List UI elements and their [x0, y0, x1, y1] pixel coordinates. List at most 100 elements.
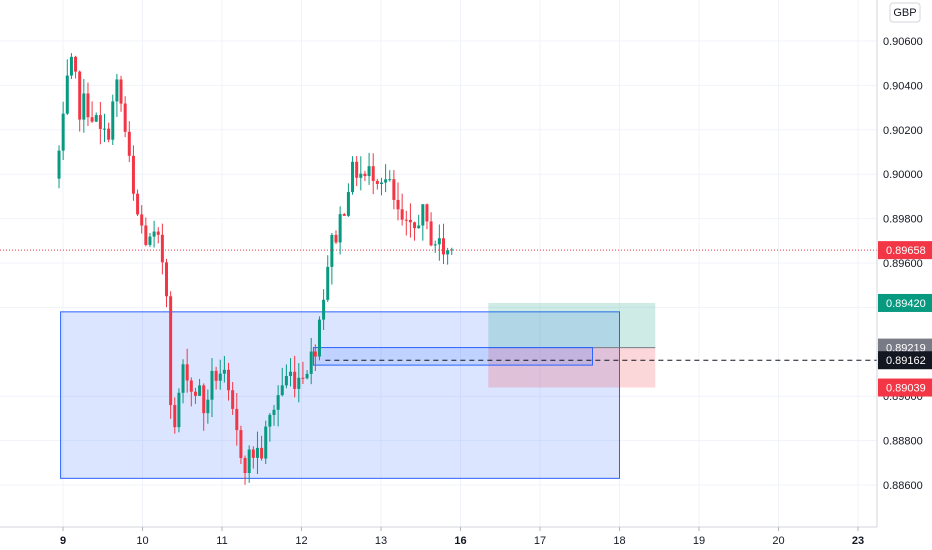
price-axis-background [877, 0, 932, 550]
candle-body [86, 93, 90, 118]
candle-body [276, 395, 280, 410]
time-axis-ticks: 9 10 11 12 13 16 17 18 19 20 23 [60, 527, 864, 547]
candle-body [371, 166, 375, 181]
time-tick-label: 12 [295, 535, 307, 547]
candle-body [156, 231, 160, 235]
price-tick-label: 0.90000 [883, 169, 923, 181]
candle-body [102, 128, 106, 130]
candle-body [231, 390, 235, 409]
candle-body [317, 319, 321, 357]
time-tick-label: 20 [772, 535, 784, 547]
candle-body [289, 371, 293, 376]
candle-body [185, 364, 189, 381]
candle-body [61, 113, 65, 151]
candle-body [251, 449, 255, 458]
candle-body [169, 296, 173, 406]
candle-body [359, 173, 363, 178]
candle-body [218, 373, 222, 381]
candle-body [429, 221, 433, 246]
time-tick-label: 10 [136, 535, 148, 547]
price-level-badge: 0.89039 [886, 383, 926, 395]
candle-body [322, 299, 326, 320]
entry-zone-rectangle[interactable] [312, 347, 593, 366]
candle-body [119, 79, 123, 104]
candle-body [446, 250, 450, 255]
time-tick-label: 13 [375, 535, 387, 547]
candle-body [98, 115, 102, 129]
price-level-badge: 0.89162 [886, 355, 926, 367]
candle-body [198, 385, 202, 396]
price-tick-label: 0.89600 [883, 258, 923, 270]
candle-body [111, 101, 115, 140]
candle-body [78, 71, 82, 120]
price-tick-label: 0.90600 [883, 36, 923, 48]
candle-body [396, 199, 400, 210]
candle-body [115, 79, 119, 102]
grid [0, 0, 877, 527]
price-level-badge-background [878, 378, 932, 397]
candle-body [437, 238, 441, 245]
candle-body [247, 449, 251, 474]
candle-body [268, 414, 272, 427]
current-price-badge-background [878, 241, 932, 260]
currency-button-frame [889, 2, 921, 23]
candle-body [379, 182, 383, 184]
candle-body [160, 234, 164, 263]
time-tick-label: 9 [60, 535, 66, 547]
candle-body [227, 369, 231, 391]
candle-body [65, 75, 69, 114]
price-tick-label: 0.89800 [883, 214, 923, 226]
candle-body [107, 128, 111, 140]
candle-body [189, 380, 193, 392]
candle-body [408, 219, 412, 223]
candle-body [214, 370, 218, 381]
candle-body [193, 391, 197, 396]
price-tick-label: 0.88800 [883, 436, 923, 448]
price-tick-label: 0.90400 [883, 80, 923, 92]
candle-body [400, 209, 404, 220]
price-axis-ticks: 0.90600 0.90400 0.90200 0.90000 0.89800 0.896… [883, 36, 923, 492]
time-tick-label: 18 [613, 535, 625, 547]
candle-body [425, 204, 429, 222]
candle-body [284, 375, 288, 386]
candle-body [144, 225, 148, 245]
candle-body [309, 351, 313, 374]
candle-body [313, 351, 317, 357]
position-loss-area[interactable] [488, 347, 656, 388]
time-tick-label: 19 [693, 535, 705, 547]
candle-body [264, 426, 268, 459]
candle-body [326, 266, 330, 300]
candle-body [136, 193, 140, 215]
price-tick-label: 0.90200 [883, 125, 923, 137]
price-level-badge-background [878, 351, 932, 370]
candle-body [417, 225, 421, 229]
price-level-badge-background [878, 293, 932, 312]
candle-body [342, 214, 346, 216]
candle-body [222, 369, 226, 374]
candle-body [69, 56, 73, 76]
candle-body [338, 214, 342, 243]
candle-body [272, 409, 276, 415]
candle-body [57, 150, 61, 179]
candle-body [243, 457, 247, 474]
currency-label: GBP [893, 7, 916, 19]
candle-body [305, 373, 309, 379]
candle-body [202, 385, 206, 414]
drawings[interactable] [60, 302, 656, 479]
position-profit-area[interactable] [488, 302, 656, 348]
candle-body [413, 222, 417, 229]
candle-body [181, 364, 185, 393]
demand-zone-rectangle[interactable] [60, 311, 621, 479]
candle-body [367, 166, 371, 177]
candle-body [392, 179, 396, 200]
candle-body [450, 249, 454, 251]
candle-body [127, 131, 131, 156]
candle-body [94, 115, 98, 122]
current-price-badge: 0.89658 [886, 245, 926, 257]
currency-button[interactable]: GBP [889, 2, 921, 23]
candle-body [384, 179, 388, 183]
